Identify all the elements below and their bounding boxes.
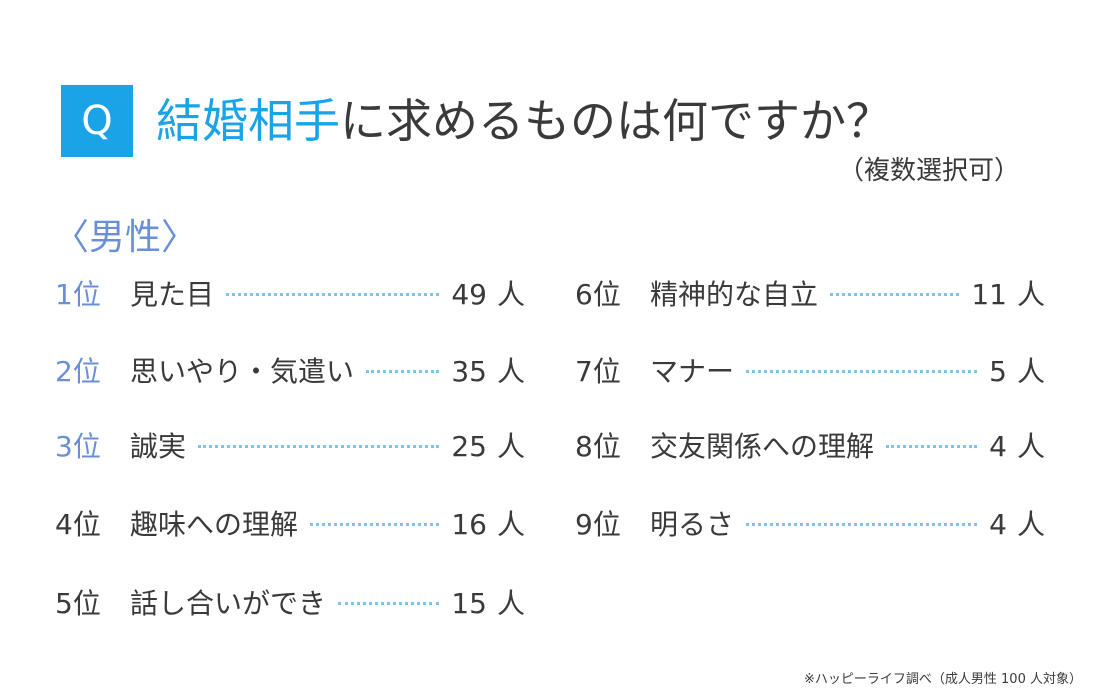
count-unit: 人	[1016, 430, 1045, 463]
question-badge-label: Q	[81, 98, 113, 144]
rank-count: 25 人	[451, 425, 525, 465]
rank-label: マナー	[650, 355, 735, 388]
count-unit: 人	[496, 430, 525, 463]
count-unit: 人	[1016, 355, 1045, 388]
ranking-row: 1位 見た目 49 人	[55, 273, 525, 313]
ranking-row: 4位 趣味への理解 16 人	[55, 503, 525, 543]
rank-count: 49 人	[451, 273, 525, 313]
rank-label: 話し合いができ	[130, 587, 327, 620]
dotted-leader	[198, 444, 440, 448]
rank-number: 5位	[55, 587, 101, 620]
rank-count: 16 人	[451, 503, 525, 543]
rank-number: 2位	[55, 355, 101, 388]
page-title: 結婚相手に求めるものは何ですか？	[156, 86, 892, 156]
count-unit: 人	[496, 587, 525, 620]
rank-label: 明るさ	[650, 508, 735, 541]
title-accent: 結婚相手	[156, 94, 340, 148]
rank-label: 誠実	[130, 430, 187, 463]
section-label: 〈男性〉	[53, 217, 198, 258]
count-value: 15	[451, 587, 487, 620]
count-unit: 人	[496, 355, 525, 388]
dotted-leader	[886, 444, 978, 448]
rank-number: 1位	[55, 278, 101, 311]
ranking-row: 5位 話し合いができ 15 人	[55, 582, 525, 622]
question-badge: Q	[61, 85, 133, 157]
ranking-row: 2位 思いやり・気遣い 35 人	[55, 350, 525, 390]
rank-label: 交友関係への理解	[650, 430, 875, 463]
count-value: 11	[971, 278, 1007, 311]
page-subtitle: （複数選択可）	[837, 156, 1020, 186]
count-value: 4	[989, 430, 1007, 463]
ranking-row: 6位 精神的な自立 11 人	[575, 273, 1045, 313]
rank-label: 精神的な自立	[650, 278, 819, 311]
title-rest: に求めるものは何ですか？	[340, 94, 892, 148]
rank-count: 35 人	[451, 350, 525, 390]
count-value: 35	[451, 355, 487, 388]
count-unit: 人	[496, 278, 525, 311]
count-unit: 人	[496, 508, 525, 541]
dotted-leader	[310, 522, 440, 526]
dotted-leader	[226, 292, 440, 296]
dotted-leader	[366, 369, 440, 373]
rank-count: 15 人	[451, 582, 525, 622]
rank-count: 11 人	[971, 273, 1045, 313]
rank-number: 3位	[55, 430, 101, 463]
rank-number: 8位	[575, 430, 621, 463]
source-footnote: ※ハッピーライフ調べ（成人男性 100 人対象）	[804, 672, 1082, 687]
count-value: 4	[989, 508, 1007, 541]
count-value: 49	[451, 278, 487, 311]
rank-number: 7位	[575, 355, 621, 388]
rank-number: 6位	[575, 278, 621, 311]
dotted-leader	[338, 601, 440, 605]
dotted-leader	[830, 292, 960, 296]
count-value: 16	[451, 508, 487, 541]
dotted-leader	[746, 369, 978, 373]
count-unit: 人	[1016, 278, 1045, 311]
ranking-row: 3位 誠実 25 人	[55, 425, 525, 465]
count-unit: 人	[1016, 508, 1045, 541]
rank-label: 趣味への理解	[130, 508, 299, 541]
rank-number: 4位	[55, 508, 101, 541]
rank-label: 思いやり・気遣い	[130, 355, 355, 388]
rank-number: 9位	[575, 508, 621, 541]
count-value: 5	[989, 355, 1007, 388]
count-value: 25	[451, 430, 487, 463]
rank-label: 見た目	[130, 278, 215, 311]
dotted-leader	[746, 522, 978, 526]
